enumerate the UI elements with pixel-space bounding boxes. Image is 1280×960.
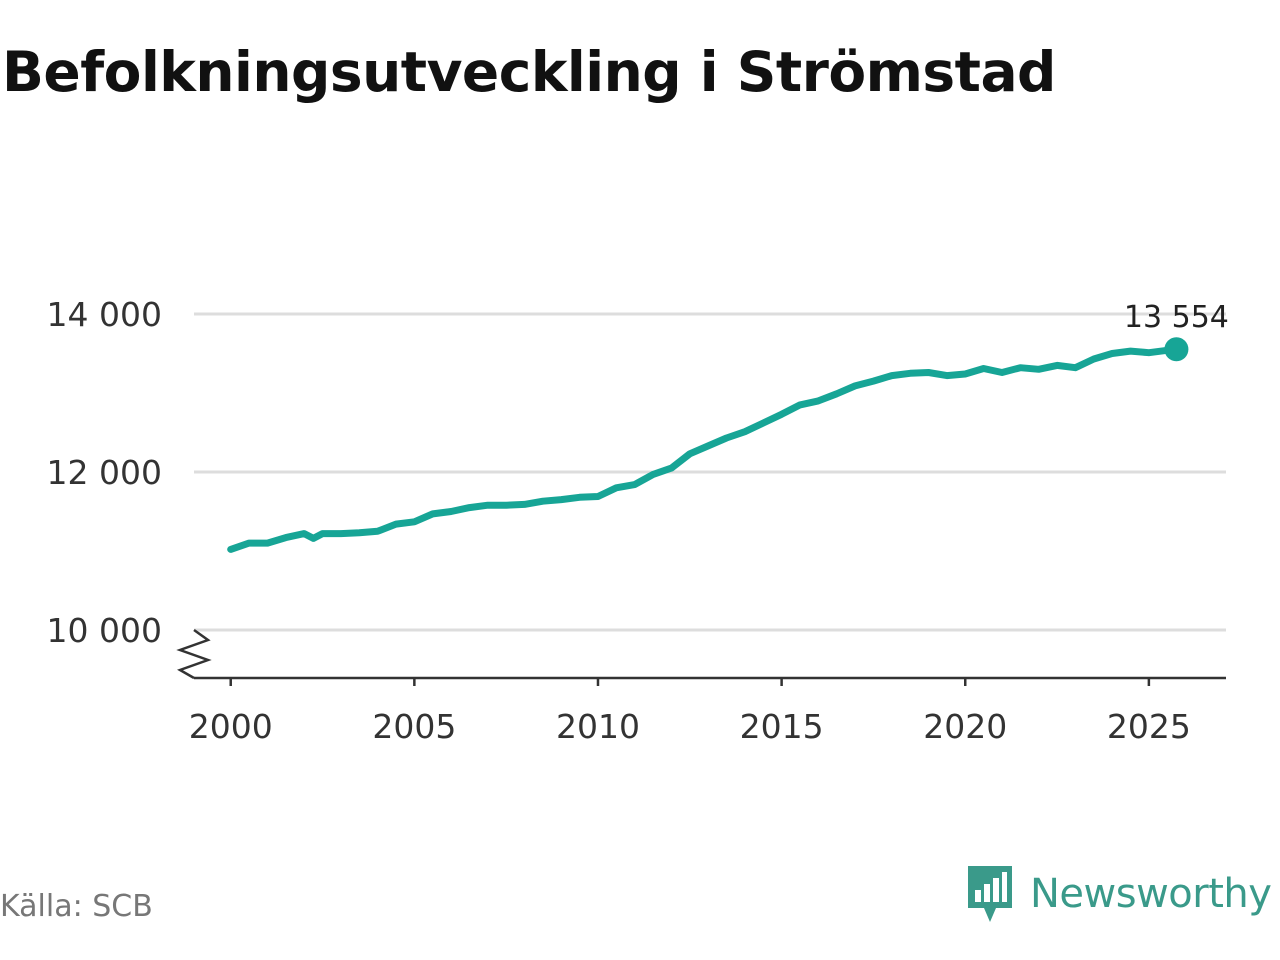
brand-name: Newsworthy — [1030, 871, 1272, 917]
x-tick-label: 2020 — [923, 707, 1007, 746]
x-tick-label: 2015 — [740, 707, 824, 746]
brand-logo: Newsworthy — [964, 864, 1272, 924]
x-tick-label: 2000 — [189, 707, 273, 746]
axis-break-mark — [176, 628, 212, 680]
x-axis: 2000 2005 2010 2015 2020 2025 — [189, 676, 1226, 746]
population-line — [227, 345, 1180, 553]
newsworthy-logo-icon — [968, 866, 1012, 922]
y-axis: 10 000 12 000 14 000 — [47, 295, 162, 650]
chart-title: Befolkningsutveckling i Strömstad — [2, 40, 1056, 104]
source-note: Källa: SCB — [0, 889, 153, 924]
x-tick-label: 2025 — [1107, 707, 1191, 746]
latest-value-marker — [1164, 337, 1189, 362]
latest-value-label: 13 554 — [1124, 300, 1229, 335]
y-tick-label: 10 000 — [47, 611, 162, 650]
grid-lines — [194, 312, 1226, 632]
y-tick-label: 14 000 — [47, 295, 162, 334]
x-tick-label: 2010 — [556, 707, 640, 746]
y-tick-label: 12 000 — [47, 453, 162, 492]
x-tick-label: 2005 — [372, 707, 456, 746]
